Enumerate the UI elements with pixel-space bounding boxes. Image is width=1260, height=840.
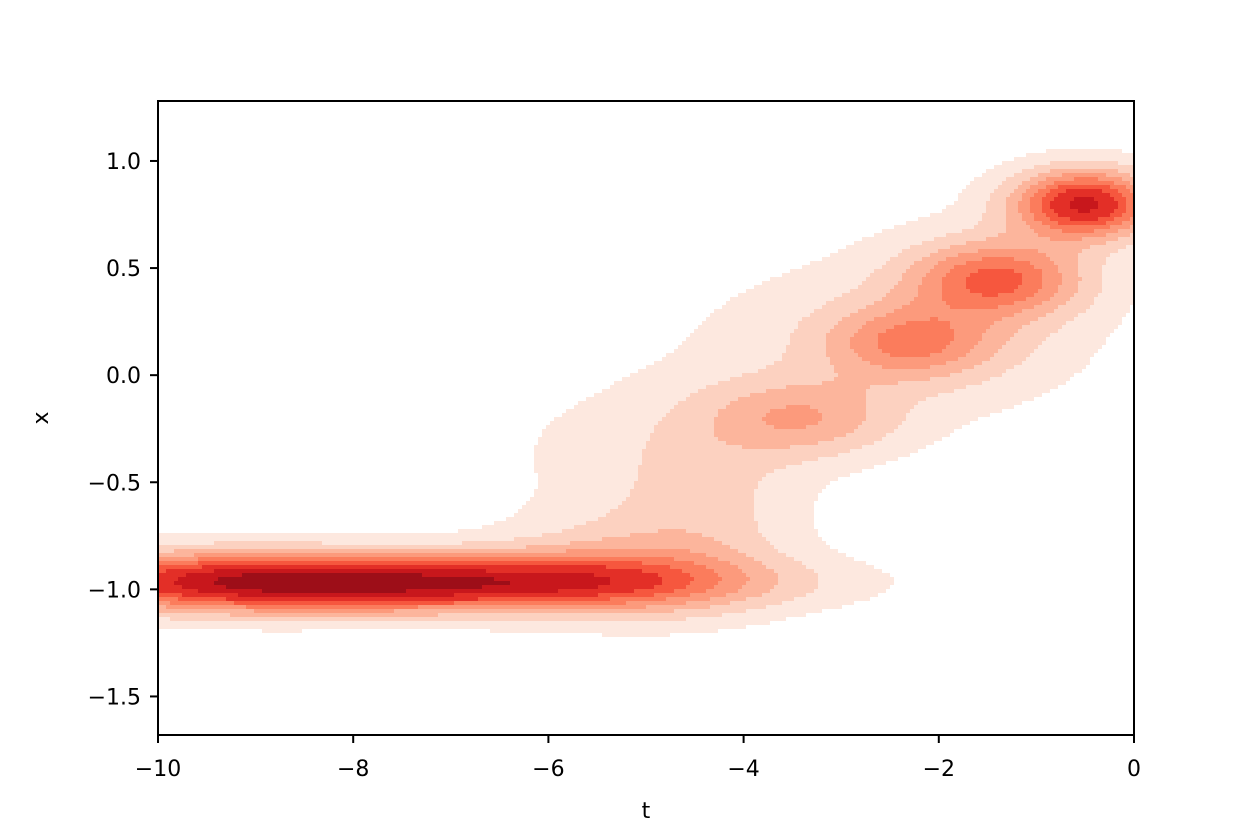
y-tick-label: −1.5 <box>88 685 141 710</box>
y-tick-label: −0.5 <box>88 471 141 496</box>
contour-level-6 <box>158 185 1126 605</box>
x-axis-label: t <box>642 799 651 824</box>
contour-layer <box>158 149 1134 637</box>
y-axis-label: x <box>29 411 54 424</box>
y-tick-label: 1.0 <box>106 150 141 175</box>
x-tick-label: −6 <box>532 757 564 782</box>
contour-level-1 <box>158 149 1134 637</box>
y-tick-label: −1.0 <box>88 578 141 603</box>
y-axis: 1.0 0.5 0.0 −0.5 −1.0 −1.5 <box>88 150 158 710</box>
x-tick-label: −4 <box>727 757 759 782</box>
x-tick-label: −10 <box>135 757 181 782</box>
contour-level-5 <box>158 177 1134 609</box>
x-tick-label: −2 <box>923 757 955 782</box>
contour-level-2 <box>158 161 1134 621</box>
x-tick-label: −8 <box>337 757 369 782</box>
contour-level-9 <box>214 573 510 593</box>
y-tick-label: 0.5 <box>106 257 141 282</box>
plot-area <box>158 149 1134 637</box>
x-tick-label: 0 <box>1127 757 1141 782</box>
plot-frame <box>157 100 1135 736</box>
x-axis: −10 −8 −6 −4 −2 0 <box>135 735 1141 782</box>
y-tick-label: 0.0 <box>106 364 141 389</box>
